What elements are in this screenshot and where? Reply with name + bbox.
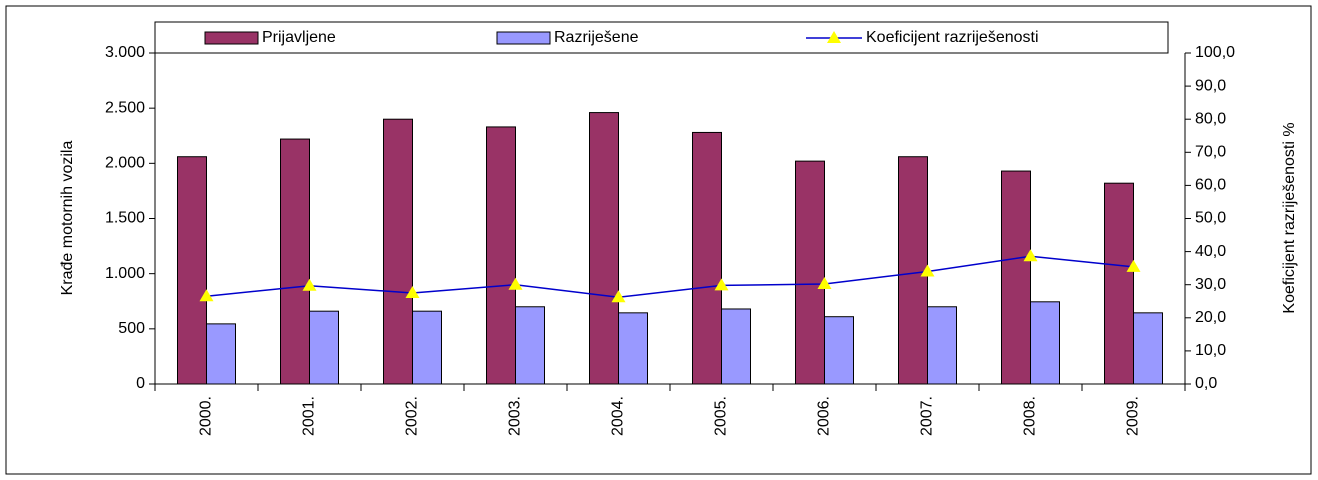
x-tick-label: 2004. — [610, 396, 627, 436]
bar — [618, 312, 648, 385]
marker — [405, 285, 420, 298]
y-tick-label: 0 — [136, 375, 145, 392]
legend-swatch — [204, 31, 259, 45]
y2-tick-label: 90,0 — [1195, 77, 1226, 94]
y-tick-label: 2.500 — [105, 99, 145, 116]
bar — [824, 316, 854, 385]
bar — [309, 310, 339, 385]
bar — [412, 310, 442, 385]
marker — [611, 290, 626, 303]
y2-tick-label: 60,0 — [1195, 177, 1226, 194]
y2-tick-label: 100,0 — [1195, 44, 1235, 61]
x-tick-label: 2000. — [198, 396, 215, 436]
y2-tick-label: 80,0 — [1195, 110, 1226, 127]
y2-tick-label: 30,0 — [1195, 276, 1226, 293]
x-tick-label: 2005. — [713, 396, 730, 436]
bar — [692, 131, 722, 385]
legend-label: Koeficijent razriješenosti — [866, 29, 1039, 46]
y-tick-label: 1.500 — [105, 210, 145, 227]
x-tick-label: 2006. — [816, 396, 833, 436]
bar — [1030, 301, 1060, 385]
marker — [714, 278, 729, 291]
y2-tick-label: 50,0 — [1195, 210, 1226, 227]
marker — [199, 289, 214, 302]
bar — [206, 323, 236, 385]
chart-border — [5, 5, 1312, 475]
x-tick-label: 2001. — [301, 396, 318, 436]
x-tick-label: 2009. — [1125, 396, 1142, 436]
legend-marker — [827, 31, 841, 43]
bar — [280, 138, 310, 385]
bar — [1001, 170, 1031, 385]
bar — [1133, 312, 1163, 385]
line — [206, 255, 1134, 299]
legend-swatch — [496, 31, 551, 45]
marker — [302, 278, 317, 291]
bar — [486, 126, 516, 385]
legend-label: Razriješene — [554, 29, 639, 46]
y2-tick-label: 10,0 — [1195, 342, 1226, 359]
bar — [383, 118, 413, 385]
y2-tick-label: 0,0 — [1195, 375, 1217, 392]
bar — [927, 306, 957, 385]
bar — [515, 306, 545, 385]
bar — [898, 156, 928, 385]
x-tick-label: 2007. — [919, 396, 936, 436]
marker — [1126, 259, 1141, 272]
y2-axis-title: Koeficijent razriješenosti % — [1281, 122, 1298, 313]
bar — [795, 160, 825, 385]
marker — [508, 277, 523, 290]
y2-tick-label: 40,0 — [1195, 243, 1226, 260]
y-tick-label: 500 — [118, 320, 145, 337]
bar — [1104, 182, 1134, 385]
x-tick-label: 2008. — [1022, 396, 1039, 436]
marker — [920, 264, 935, 277]
marker — [817, 277, 832, 290]
x-tick-label: 2002. — [404, 396, 421, 436]
y2-tick-label: 70,0 — [1195, 144, 1226, 161]
legend-label: Prijavljene — [262, 29, 336, 46]
marker — [1023, 249, 1038, 262]
x-tick-label: 2003. — [507, 396, 524, 436]
bar — [177, 156, 207, 385]
y2-tick-label: 20,0 — [1195, 309, 1226, 326]
bar — [589, 112, 619, 385]
y-axis-title: Krađe motornih vozila — [59, 141, 76, 296]
legend-box — [154, 21, 1169, 54]
y-tick-label: 1.000 — [105, 265, 145, 282]
y-tick-label: 2.000 — [105, 155, 145, 172]
y-tick-label: 3.000 — [105, 44, 145, 61]
bar — [721, 308, 751, 385]
